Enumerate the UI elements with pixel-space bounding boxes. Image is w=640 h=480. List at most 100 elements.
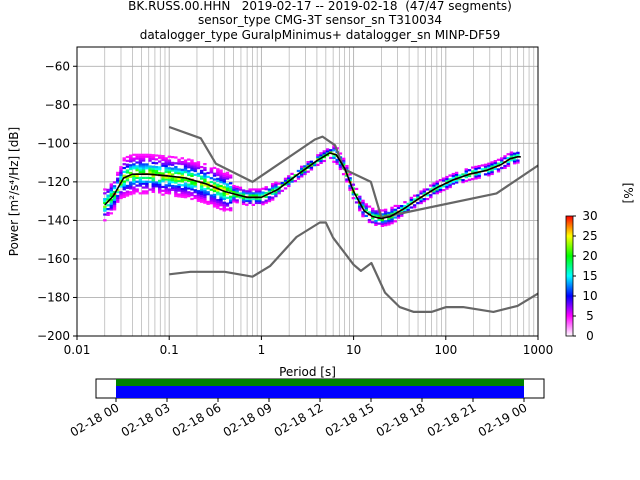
psd-cell <box>151 179 155 182</box>
psd-cell <box>341 173 346 176</box>
psd-cell <box>174 185 178 188</box>
psd-cell <box>135 169 139 172</box>
psd-cell <box>122 186 126 189</box>
psd-cell <box>116 173 120 176</box>
psd-cell <box>109 202 114 205</box>
psd-cell <box>419 201 423 205</box>
psd-cell <box>138 159 143 162</box>
psd-cell <box>370 217 375 220</box>
psd-cell <box>312 164 317 167</box>
psd-cell <box>306 162 310 166</box>
psd-cell <box>119 196 123 200</box>
psd-cell <box>216 168 220 171</box>
psd-cell <box>380 224 385 227</box>
psd-cell <box>177 187 181 190</box>
psd-cell <box>393 216 397 219</box>
psd-cell <box>493 161 498 165</box>
psd-cell <box>151 161 155 165</box>
psd-cell <box>267 196 272 199</box>
psd-cell <box>403 208 407 212</box>
psd-cell <box>422 198 427 201</box>
psd-cell <box>174 181 178 184</box>
psd-cell <box>206 187 210 190</box>
psd-cell <box>367 211 372 214</box>
psd-cell <box>122 182 126 185</box>
psd-cell <box>203 188 207 191</box>
psd-cell <box>274 181 278 184</box>
psd-cell <box>361 215 365 218</box>
psd-cell <box>154 167 159 171</box>
psd-cell <box>141 182 146 185</box>
psd-cell <box>464 179 468 183</box>
noise-model-high-line <box>168 125 539 219</box>
psd-cell <box>167 188 172 191</box>
psd-cell <box>441 185 446 188</box>
psd-cell <box>141 159 146 162</box>
psd-cell <box>245 190 249 193</box>
psd-cell <box>122 184 126 187</box>
psd-cell <box>106 213 110 216</box>
psd-cell <box>190 161 194 164</box>
psd-cell <box>187 171 191 175</box>
psd-cell <box>251 188 255 191</box>
psd-cell <box>393 204 397 208</box>
psd-cell <box>254 190 259 193</box>
psd-cell <box>193 191 197 194</box>
psd-cell <box>209 167 214 170</box>
psd-cell <box>367 205 372 208</box>
psd-cell <box>151 183 155 186</box>
psd-cell <box>158 179 162 182</box>
psd-cell <box>483 167 488 170</box>
psd-cell <box>338 152 343 155</box>
colorbar <box>565 215 574 337</box>
psd-cell <box>183 167 188 170</box>
psd-cell <box>128 181 133 184</box>
psd-cell <box>212 178 217 181</box>
psd-cell <box>229 186 233 189</box>
psd-cell <box>219 204 223 207</box>
colorbar-label: [%] <box>621 183 635 204</box>
psd-cell <box>325 150 330 153</box>
psd-cell <box>400 206 404 210</box>
psd-cell <box>132 163 136 166</box>
psd-cell <box>174 169 178 173</box>
psd-cell <box>354 193 359 196</box>
psd-cell <box>180 168 185 171</box>
psd-cell <box>196 166 201 170</box>
psd-cell <box>422 190 427 193</box>
psd-cell <box>264 186 268 189</box>
psd-cell <box>135 161 139 164</box>
psd-cell <box>358 197 362 200</box>
psd-cell <box>254 201 259 205</box>
psd-cell <box>487 174 491 177</box>
psd-cell <box>154 162 159 165</box>
psd-cell <box>225 183 230 186</box>
psd-cell <box>170 177 175 180</box>
psd-cell <box>161 176 165 179</box>
psd-cell <box>435 188 439 191</box>
psd-cell <box>306 161 310 164</box>
psd-cell <box>167 184 172 187</box>
psd-cell <box>125 179 130 182</box>
psd-cell <box>396 204 401 208</box>
psd-cell <box>490 163 494 166</box>
psd-cell <box>248 190 252 193</box>
psd-cell <box>167 172 172 176</box>
psd-cell <box>435 180 439 183</box>
psd-cell <box>141 180 146 183</box>
psd-cell <box>409 196 414 199</box>
psd-cell <box>183 165 188 168</box>
psd-cell <box>332 149 336 152</box>
psd-cell <box>183 186 188 189</box>
psd-cell <box>212 203 217 206</box>
psd-cell <box>341 157 346 160</box>
psd-cell <box>167 159 172 162</box>
psd-cell <box>429 194 433 197</box>
psd-cell <box>112 208 117 211</box>
psd-cell <box>190 167 194 170</box>
psd-cell <box>116 177 120 180</box>
psd-cell <box>183 169 188 172</box>
psd-cell <box>141 169 146 172</box>
psd-cell <box>254 198 259 201</box>
psd-cell <box>270 185 275 188</box>
